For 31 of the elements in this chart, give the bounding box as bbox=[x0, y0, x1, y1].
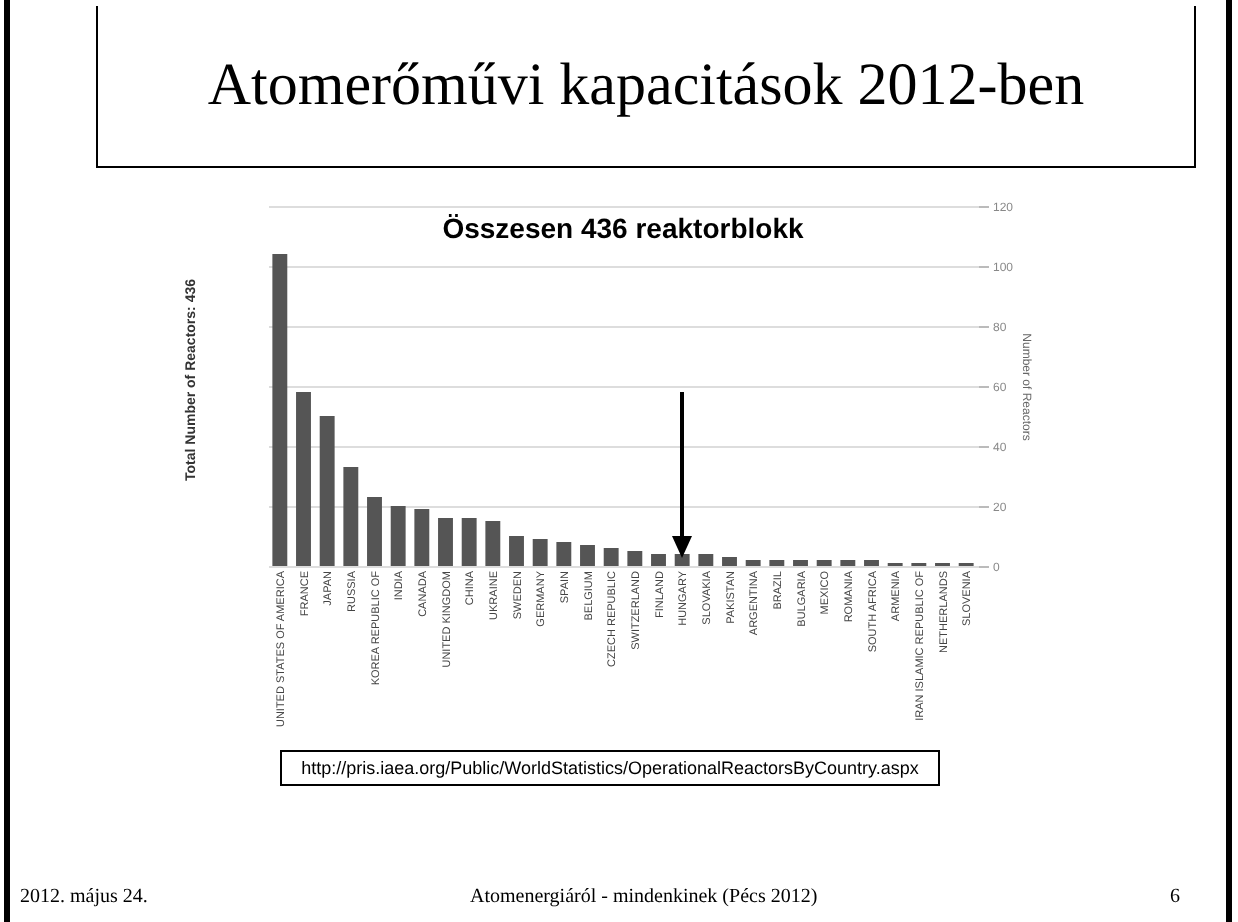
text: 2012. május 24. bbox=[20, 886, 148, 908]
bar bbox=[603, 548, 619, 566]
bar bbox=[745, 560, 761, 566]
bar bbox=[438, 518, 453, 566]
bar bbox=[461, 518, 477, 566]
text: 6 bbox=[1170, 886, 1180, 908]
bar bbox=[485, 521, 501, 566]
bar bbox=[580, 545, 595, 566]
chart-subtitle: Összesen 436 reaktorblokk bbox=[440, 212, 806, 244]
bar bbox=[390, 506, 406, 566]
bar bbox=[367, 497, 382, 566]
bar bbox=[769, 560, 785, 566]
bar bbox=[343, 467, 359, 566]
bar bbox=[532, 539, 548, 566]
bar bbox=[840, 560, 856, 566]
bar bbox=[864, 560, 879, 566]
bar bbox=[698, 554, 714, 566]
bar bbox=[722, 557, 737, 566]
bar bbox=[319, 416, 335, 566]
text: Atomenergiáról - mindenkinek (Pécs 2012) bbox=[470, 886, 818, 908]
bar bbox=[627, 551, 643, 566]
bar bbox=[556, 542, 572, 566]
bar bbox=[296, 392, 311, 566]
bar bbox=[651, 554, 666, 566]
bar bbox=[816, 560, 832, 566]
text: http://pris.iaea.org/Public/WorldStatistics/OperationalReactorsByCountry.aspx bbox=[280, 750, 940, 786]
chart-title: Atomerőművi kapacitások 2012-ben bbox=[96, 6, 1196, 168]
bar bbox=[414, 509, 430, 566]
bar bbox=[793, 560, 808, 566]
bar bbox=[272, 254, 288, 566]
bar bbox=[509, 536, 524, 566]
